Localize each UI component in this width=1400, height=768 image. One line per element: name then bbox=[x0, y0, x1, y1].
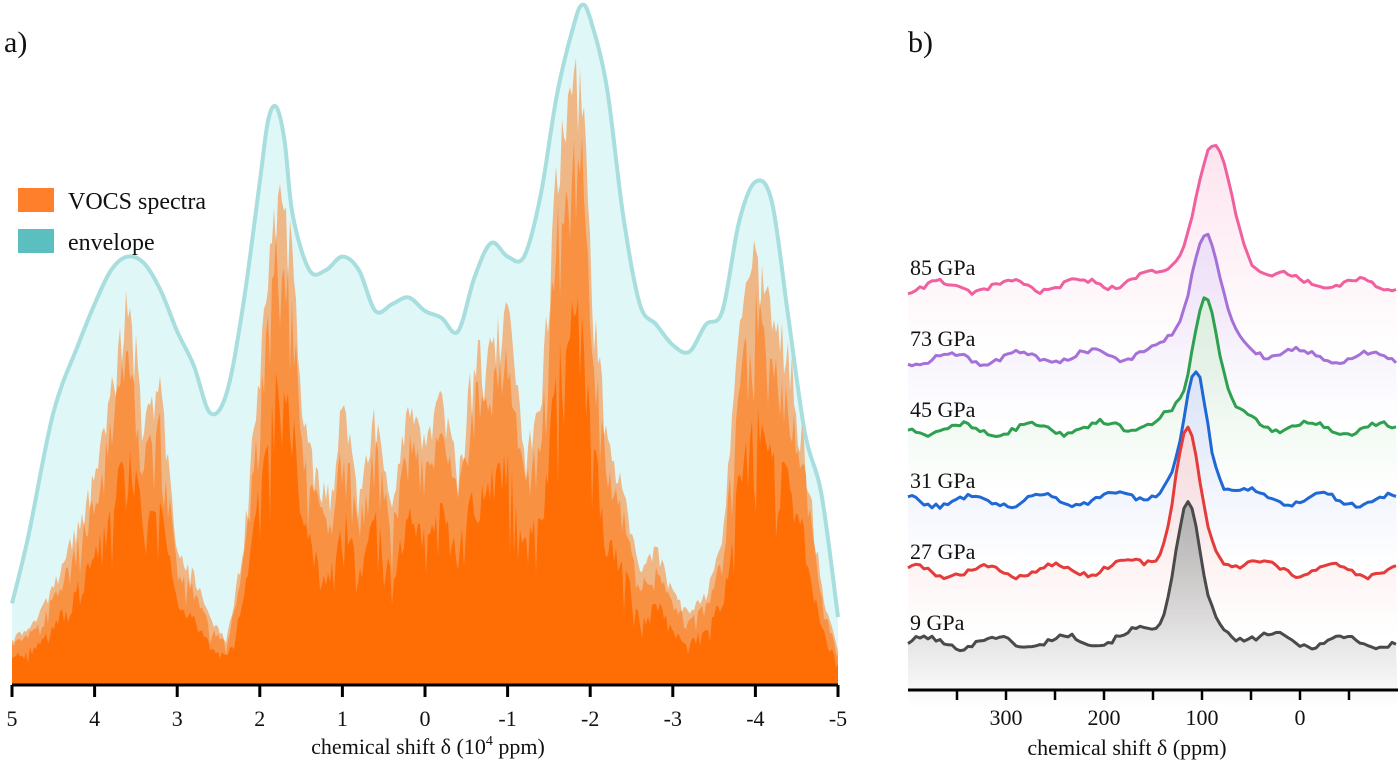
envelope-line bbox=[10, 2, 840, 618]
panel-a-tick-label: 3 bbox=[172, 706, 183, 731]
legend-swatch-envelope bbox=[18, 229, 54, 253]
panel-b-x-ticks: 300 200 100 0 bbox=[955, 690, 1351, 730]
panel-a-tick-label: -5 bbox=[829, 706, 847, 731]
spectrum-line bbox=[907, 500, 1397, 653]
spectrum-fill bbox=[908, 145, 1398, 353]
spectrum-line bbox=[907, 232, 1398, 368]
spectrum-fill bbox=[908, 371, 1398, 566]
panel-a-tick-label: 0 bbox=[420, 706, 431, 731]
panel-a-x-axis-title: chemical shift δ (104 ppm) bbox=[311, 734, 545, 759]
panel-b-tick-label: 0 bbox=[1295, 705, 1306, 730]
panel-a-tick-label: 4 bbox=[89, 706, 100, 731]
panel-b-tick-label: 100 bbox=[1186, 705, 1219, 730]
panel-b-tick-label: 300 bbox=[990, 705, 1023, 730]
legend-label-envelope: envelope bbox=[68, 230, 155, 256]
spectrum-fill bbox=[908, 501, 1398, 708]
pressure-label: 9 GPa bbox=[910, 610, 965, 635]
spectrum-fill bbox=[908, 297, 1398, 495]
legend-swatch-vocs bbox=[18, 188, 54, 212]
panel-a-plot-area bbox=[10, 2, 840, 686]
panel-a: a) VOCS spectra envelope 5 4 3 2 1 0 -1 -2 -3 -4 -… bbox=[4, 2, 847, 759]
pressure-label: 45 GPa bbox=[910, 397, 976, 422]
panel-b: b) 85 GPa 73 GPa 45 GPa 31 GPa 27 GPa 9 GPa 3… bbox=[907, 26, 1398, 760]
panel-a-x-ticks: 5 4 3 2 1 0 -1 -2 -3 -4 -5 bbox=[7, 685, 847, 731]
panel-a-tick-label: -4 bbox=[746, 706, 764, 731]
spectrum-line bbox=[907, 370, 1397, 510]
spectrum-fill bbox=[908, 234, 1398, 424]
panel-a-tick-label: 2 bbox=[254, 706, 265, 731]
panel-b-tick-label: 200 bbox=[1088, 705, 1121, 730]
panel-b-plot-area: 85 GPa 73 GPa 45 GPa 31 GPa 27 GPa 9 GPa bbox=[907, 144, 1398, 708]
spectrum-line bbox=[907, 296, 1397, 438]
panel-a-tick-label: -2 bbox=[581, 706, 599, 731]
spectrum-fill bbox=[908, 427, 1398, 637]
legend-label-vocs: VOCS spectra bbox=[68, 189, 206, 215]
panel-a-tick-label: -3 bbox=[664, 706, 682, 731]
panel-b-label: b) bbox=[908, 26, 933, 59]
panel-a-tick-label: 5 bbox=[7, 706, 18, 731]
panel-a-label: a) bbox=[4, 26, 27, 59]
panel-a-tick-label: -1 bbox=[498, 706, 516, 731]
pressure-label: 31 GPa bbox=[910, 468, 976, 493]
panel-b-x-axis-title: chemical shift δ (ppm) bbox=[1027, 735, 1226, 760]
panel-a-tick-label: 1 bbox=[337, 706, 348, 731]
spectrum-line bbox=[907, 425, 1397, 581]
spectrum-line bbox=[907, 144, 1397, 296]
legend: VOCS spectra envelope bbox=[18, 188, 206, 256]
pressure-label: 27 GPa bbox=[910, 539, 976, 564]
envelope-area bbox=[12, 4, 838, 685]
pressure-label: 73 GPa bbox=[910, 326, 976, 351]
pressure-label: 85 GPa bbox=[910, 255, 976, 280]
vocs-spectra-layer-dark bbox=[12, 298, 838, 685]
